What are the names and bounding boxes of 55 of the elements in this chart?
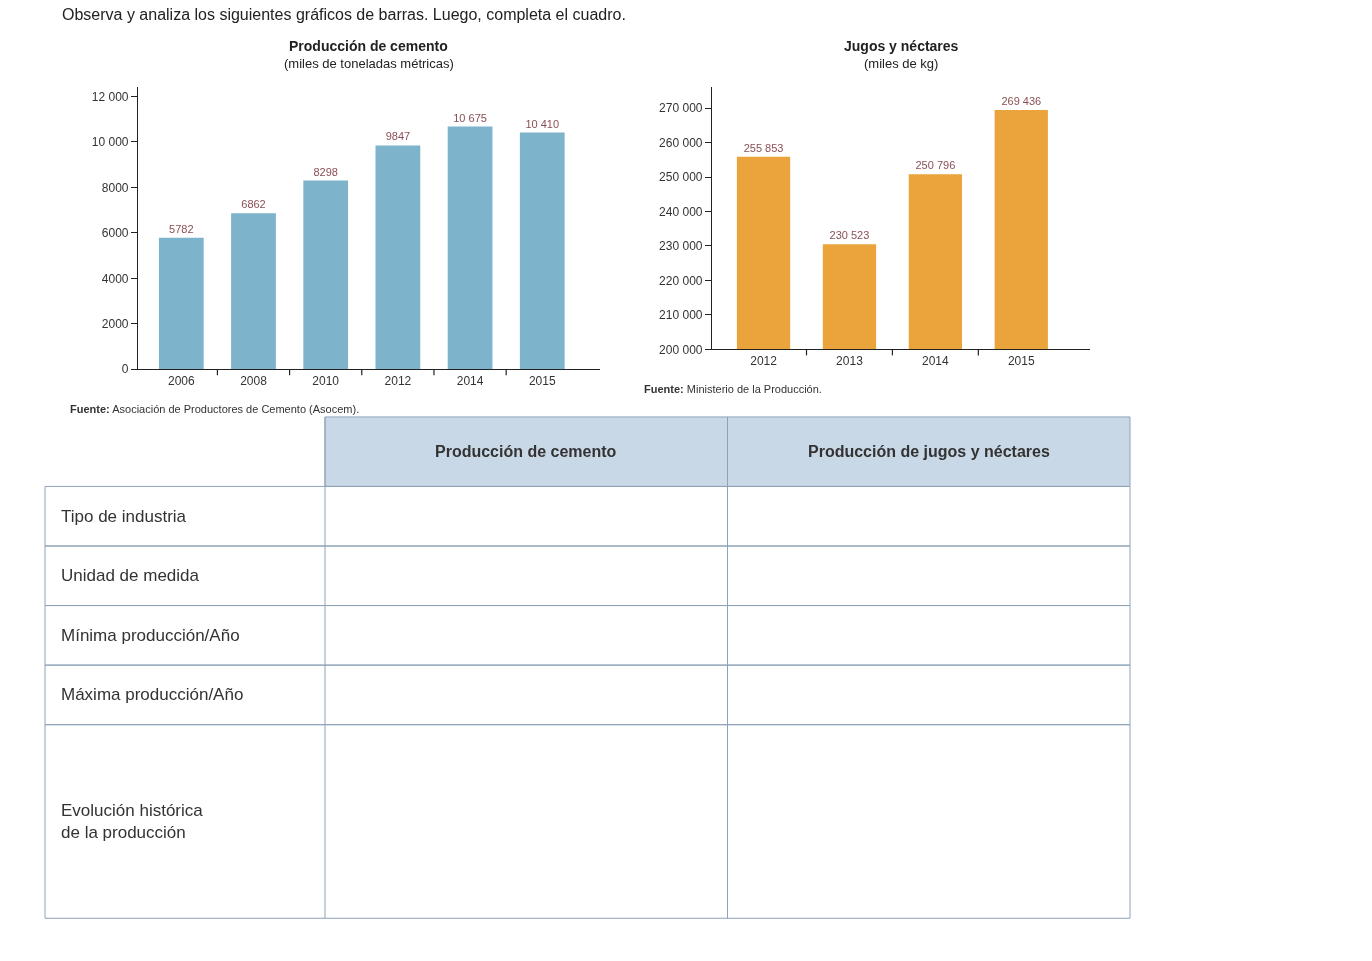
y-tick-label: 250 000: [659, 170, 703, 185]
data-label: 8298: [313, 165, 338, 178]
bar: [375, 145, 421, 370]
y-tick-label: 210 000: [659, 308, 703, 323]
y-tick-label: 6000: [101, 226, 129, 241]
y-tick-label: 220 000: [659, 273, 703, 288]
text: Observa y analiza los siguientes gráficos de barras. Luego, completa el cuadro.: [62, 6, 626, 23]
bar: [158, 237, 204, 370]
chart-subtitle: (miles de kg): [864, 56, 939, 71]
x-tick-label: 2006: [167, 373, 195, 388]
y-tick-label: 260 000: [659, 135, 703, 150]
x-tick-label: 2014: [456, 373, 484, 388]
chart-title: Jugos y néctares: [844, 38, 959, 54]
x-tick-label: 2012: [750, 353, 778, 368]
data-label: 10 675: [453, 111, 487, 124]
data-label: 6862: [241, 198, 266, 211]
data-label: 230 523: [829, 229, 870, 242]
category-label: Máxima producción/Año: [61, 685, 244, 704]
bar: [519, 132, 565, 370]
y-tick-label: 0: [121, 362, 129, 377]
x-tick-label: 2012: [384, 373, 412, 388]
data-label: 250 796: [915, 159, 956, 172]
x-tick-label: 2015: [528, 373, 556, 388]
category-label: Producción de jugos y néctares: [808, 443, 1050, 460]
y-tick-label: 10 000: [91, 135, 129, 150]
source-note: Fuente: Asociación de Productores de Cemento (Asocem).: [70, 403, 360, 415]
y-tick-label: 270 000: [659, 101, 703, 116]
bar: [303, 180, 349, 370]
y-tick-label: 8000: [101, 180, 129, 195]
x-tick-label: 2008: [240, 373, 268, 388]
data-label: 269 436: [1001, 95, 1042, 107]
data-label: 9847: [385, 130, 411, 143]
y-tick-label: 200 000: [659, 342, 703, 357]
data-label: 5782: [169, 222, 194, 235]
category-label: Producción de cemento: [435, 443, 617, 460]
chart-subtitle: (miles de toneladas métricas): [284, 56, 454, 71]
x-tick-label: 2014: [922, 353, 950, 368]
category-label: Tipo de industria: [61, 507, 187, 526]
source-note: Fuente: Ministerio de la Producción.: [644, 383, 822, 395]
category-label: Mínima producción/Año: [61, 626, 240, 645]
x-tick-label: 2010: [312, 373, 340, 388]
bar: [447, 126, 493, 370]
category-label: Evolución histórica de la producción: [61, 801, 203, 843]
y-tick-label: 230 000: [659, 239, 703, 254]
bar: [231, 213, 276, 370]
y-tick-label: 2000: [101, 317, 129, 332]
y-tick-label: 240 000: [659, 204, 703, 219]
y-tick-label: 12 000: [91, 89, 129, 104]
y-tick-label: 4000: [101, 271, 129, 286]
chart-title: Producción de cemento: [289, 38, 448, 54]
x-tick-label: 2013: [836, 353, 864, 368]
data-label: 10 410: [525, 117, 560, 130]
data-label: 255 853: [743, 141, 784, 154]
category-label: Unidad de medida: [61, 566, 199, 585]
x-tick-label: 2015: [1007, 353, 1035, 368]
